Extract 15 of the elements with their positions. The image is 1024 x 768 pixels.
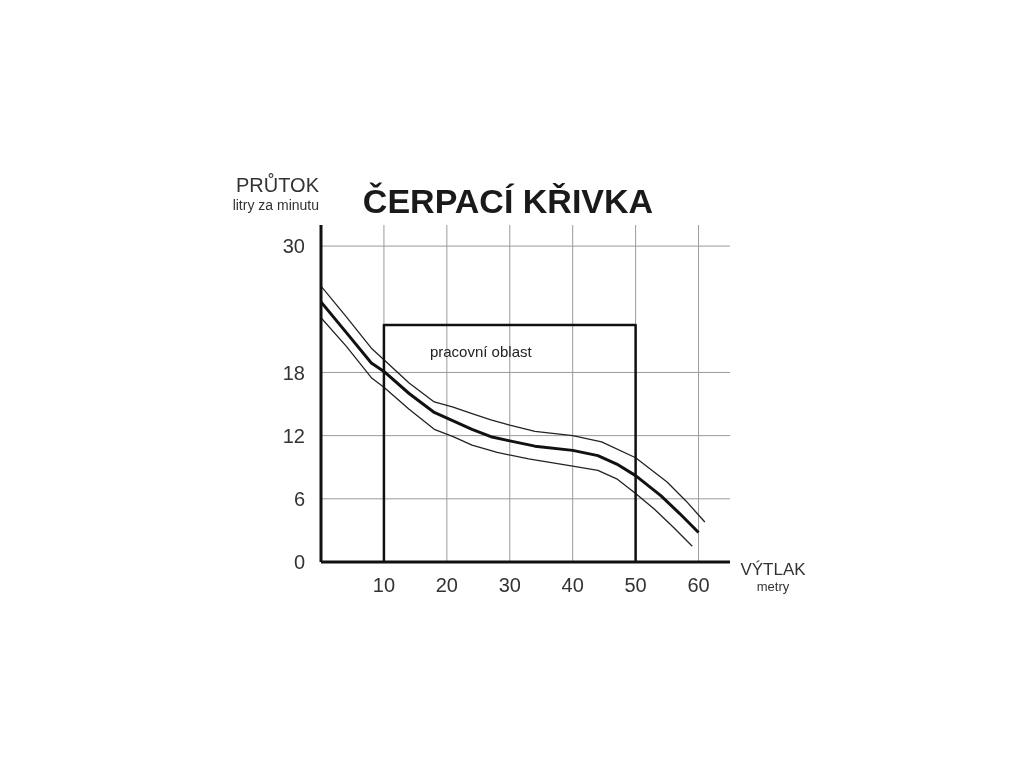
x-tick-label: 30 <box>498 574 521 597</box>
x-tick-label: 10 <box>372 574 396 597</box>
y-axis-title: PRŮTOK litry za minutu <box>232 174 319 213</box>
x-tick-label: 40 <box>561 574 584 597</box>
y-tick-label: 12 <box>282 424 305 447</box>
x-tick-label: 20 <box>435 574 458 597</box>
x-tick-label: 60 <box>687 574 710 597</box>
x-axis-title: VÝTLAK metry <box>740 560 806 594</box>
x-tick-label: 50 <box>624 574 647 597</box>
y-tick-label: 18 <box>282 361 305 384</box>
series-label: pracovní oblast <box>429 343 533 361</box>
y-tick-label: 30 <box>282 235 305 258</box>
y-tick-label: 6 <box>293 487 305 510</box>
y-tick-label: 0 <box>293 551 305 574</box>
chart-title: ČERPACÍ KŘIVKA <box>362 182 654 220</box>
